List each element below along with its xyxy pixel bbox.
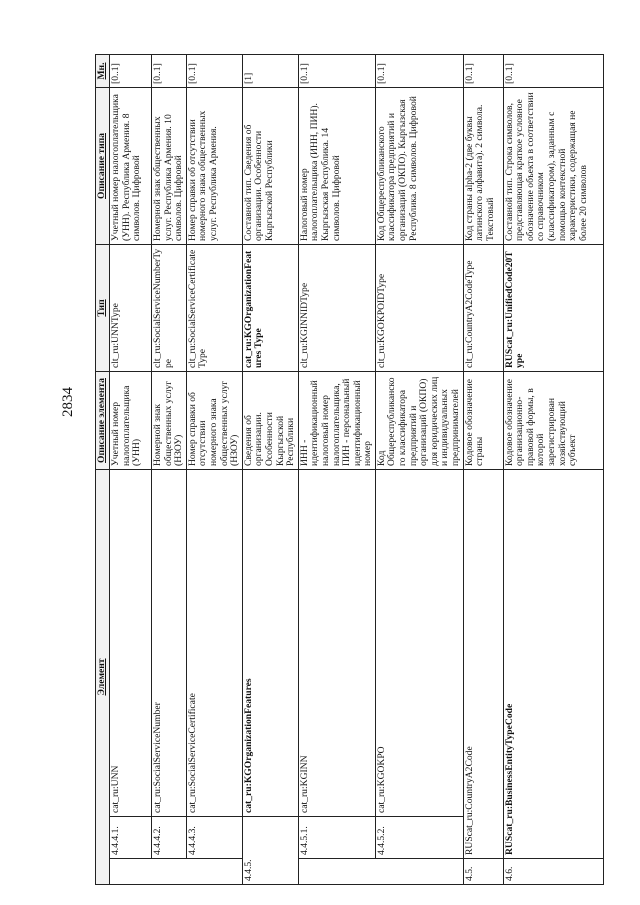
row-number: 4.4.4.1.	[109, 816, 152, 859]
row-element-desc: Номер справки об отсутствии номерного зн…	[186, 371, 243, 470]
row-mult: [1]	[242, 54, 299, 88]
row-element-desc: Кодовое обозначение организационно-право…	[503, 371, 604, 470]
row-element-desc: Кодовое обозначение страны	[463, 371, 504, 470]
row-number: 4.4.5.	[242, 816, 299, 885]
row-type: RUScat_ru:UnifiedCode20Type	[503, 244, 604, 372]
row-element: cat_ru:KGINN	[298, 469, 376, 817]
row-mult: [0..1]	[298, 54, 376, 88]
row-number: 4.6.	[503, 858, 604, 885]
row-type-desc: Код страны alpha-2 (две буквы латинского…	[463, 87, 504, 245]
row-mult: [0..1]	[463, 54, 504, 88]
row-mult: [0..1]	[151, 54, 187, 88]
row-type-desc: Налоговый номер налогоплательщика (ИНН, …	[298, 87, 376, 245]
row-element: cat_ru:KGOrganizationFeatures	[242, 469, 299, 817]
row-element-desc: Сведения об организации. Особенности Кыр…	[242, 371, 299, 470]
row-mult: [0..1]	[375, 54, 464, 88]
header-element-desc: Описание элемента	[95, 371, 110, 470]
row-type-desc: Составной тип. Сведения об организации. …	[242, 87, 299, 245]
row-type: cat_ru:KGOrganizationFeatures Type	[242, 244, 299, 372]
table-row: 4.4.5.1. cat_ru:KGINN ИНН - идентификаци…	[298, 54, 376, 885]
row-type: clt_ru:CountryA2CodeType	[463, 244, 504, 372]
row-type: clt_ru:KGOKPOIDType	[375, 244, 464, 372]
row-element-desc: ИНН - идентификационный налоговый номер …	[298, 371, 376, 470]
row-type-desc: Составной тип. Строка символов, представ…	[503, 87, 604, 245]
row-mult: [0..1]	[503, 54, 604, 88]
row-element-desc: Код Общереспубликанского классификатора …	[375, 371, 464, 470]
row-type-desc: Номер справки об отсутствии номерного зн…	[186, 87, 243, 245]
row-number: 4.5.	[463, 858, 504, 885]
row-element: cat_ru:SocialServiceCertificate	[186, 469, 243, 817]
spec-table: Элемент Описание элемента Тип Описание т…	[95, 54, 604, 885]
table-row: 4.4.5.2. cat_ru:KGOKPO Код Общереспублик…	[375, 54, 464, 885]
row-element: RUScat_ru:CountryA2Code	[463, 469, 504, 859]
row-mult: [0..1]	[186, 54, 243, 88]
header-element: Элемент	[95, 469, 110, 885]
table-row: 4.6. RUScat_ru:BusinessEntityTypeCode Ко…	[503, 54, 604, 885]
row-mult: [0..1]	[109, 54, 152, 88]
row-element: cat_ru:KGOKPO	[375, 469, 464, 817]
row-element-desc: Учетный номер налогоплательщика (УНН)	[109, 371, 152, 470]
page-number: 2834	[60, 387, 76, 417]
row-type-desc: Номерной знак общественных услуг. Респуб…	[151, 87, 187, 245]
row-type: clt_ru:UNNType	[109, 244, 152, 372]
table-row: 4.4.4.1. cat_ru:UNN Учетный номер налого…	[109, 54, 152, 885]
header-type-desc: Описание типа	[95, 87, 110, 245]
row-element-desc: Номерной знак общественных услуг (НЗОУ)	[151, 371, 187, 470]
row-type: clt_ru:SocialServiceCertificateType	[186, 244, 243, 372]
row-type-desc: Учетный номер налогоплательщика (УНН). Р…	[109, 87, 152, 245]
table-row: 4.4.5. cat_ru:KGOrganizationFeatures Све…	[242, 54, 299, 885]
row-type: clt_ru:KGINNIDType	[298, 244, 376, 372]
row-element: cat_ru:UNN	[109, 469, 152, 817]
header-type: Тип	[95, 244, 110, 372]
row-number: 4.4.5.1.	[298, 816, 376, 859]
table-header: Элемент Описание элемента Тип Описание т…	[95, 54, 110, 885]
row-element: cat_ru:SocialServiceNumber	[151, 469, 187, 817]
row-type: clt_ru:SocialServiceNumberType	[151, 244, 187, 372]
row-number: 4.4.4.3.	[186, 816, 243, 859]
row-number: 4.4.4.2.	[151, 816, 187, 859]
header-mult: Мн.	[95, 54, 110, 88]
table-row: 4.4.4.3. cat_ru:SocialServiceCertificate…	[186, 54, 243, 885]
row-type-desc: Код Общереспубликанского классификатора …	[375, 87, 464, 245]
row-element: RUScat_ru:BusinessEntityTypeCode	[503, 469, 604, 859]
table-row: 4.5. RUScat_ru:CountryA2Code Кодовое обо…	[463, 54, 504, 885]
table-row: 4.4.4.2. cat_ru:SocialServiceNumber Номе…	[151, 54, 187, 885]
rotated-page: Элемент Описание элемента Тип Описание т…	[95, 54, 604, 885]
row-number: 4.4.5.2.	[375, 816, 464, 859]
